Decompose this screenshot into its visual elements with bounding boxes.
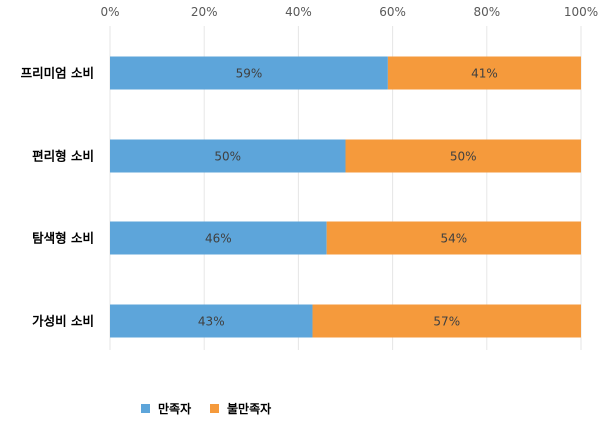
data-label: 43% [198, 315, 225, 329]
x-tick-label: 40% [285, 5, 312, 19]
data-label: 46% [205, 232, 232, 246]
category-label: 탐색형 소비 [32, 231, 94, 246]
data-label: 54% [440, 232, 467, 246]
bar-segment [312, 304, 581, 338]
data-label: 41% [471, 67, 498, 81]
bar-segment [110, 304, 313, 338]
category-label: 편리형 소비 [32, 149, 94, 164]
data-label: 50% [214, 150, 241, 164]
bar-segment [387, 56, 581, 90]
category-label: 가성비 소비 [32, 314, 94, 329]
bars [110, 56, 581, 338]
x-tick-label: 20% [191, 5, 218, 19]
x-tick-label: 80% [473, 5, 500, 19]
x-tick-label: 100% [564, 5, 598, 19]
data-labels: 59% 41% 50% 50% 46% 54% 43% 57% [198, 67, 498, 329]
x-tick-label: 60% [379, 5, 406, 19]
legend-swatch [141, 404, 150, 413]
bar-segment [110, 221, 327, 255]
bar-segment [110, 56, 388, 90]
data-label: 59% [236, 67, 263, 81]
legend-label: 만족자 [158, 401, 191, 416]
data-label: 57% [433, 315, 460, 329]
bar-segment [326, 221, 581, 255]
legend-swatch [210, 404, 219, 413]
legend-label: 불만족자 [227, 401, 271, 416]
data-label: 50% [450, 150, 477, 164]
bar-segment [110, 139, 346, 173]
bar-segment [345, 139, 581, 173]
x-tick-label: 0% [100, 5, 119, 19]
x-axis-ticks: 0% 20% 40% 60% 80% 100% [100, 5, 598, 19]
category-label: 프리미엄 소비 [21, 66, 94, 81]
legend: 만족자 불만족자 [141, 401, 271, 416]
